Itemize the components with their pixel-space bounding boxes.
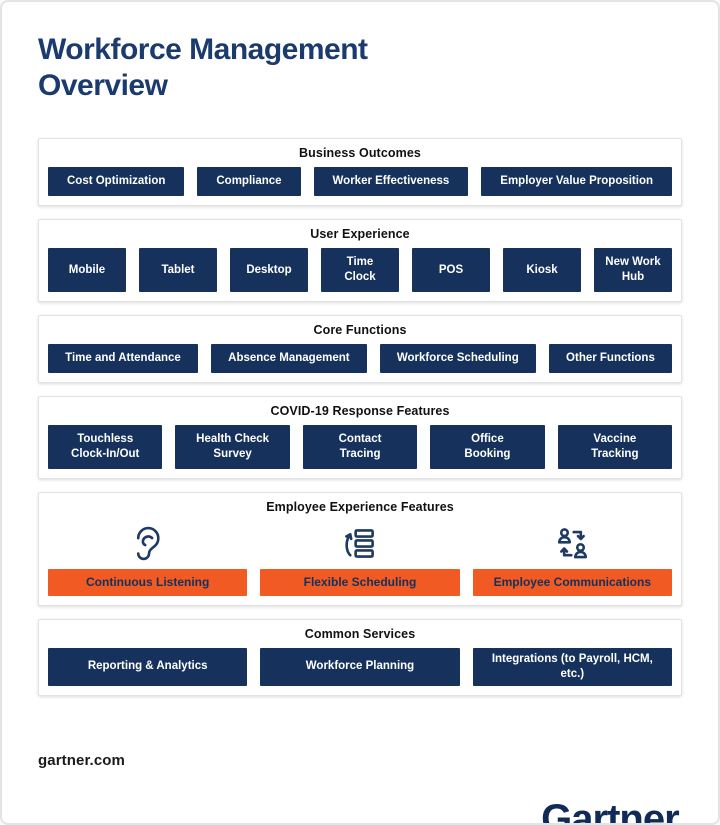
chip-worker-effectiveness: Worker Effectiveness [313,167,469,196]
section-title: Core Functions [313,323,407,337]
chip-contact-tracing: Contact Tracing [302,425,418,469]
chip-employer-value-proposition: Employer Value Proposition [481,167,673,196]
gartner-logo: Gartner. [541,799,682,823]
section-title: User Experience [310,227,410,241]
chip-new-work-hub: New Work Hub [594,248,672,292]
chip-kiosk: Kiosk [503,248,581,292]
chip-row: Time and Attendance Absence Management W… [48,344,673,373]
chip-integrations: Integrations (to Payroll, HCM, etc.) [472,648,672,686]
schedule-rotate-icon [341,522,378,564]
chip-time-clock: Time Clock [321,248,399,292]
chip-employee-communications: Employee Communications [472,569,672,596]
page-title: Workforce Management Overview [38,33,368,102]
section-title: Common Services [304,627,416,641]
chip-compliance: Compliance [197,167,301,196]
sections-container: Business Outcomes Cost Optimization Comp… [38,138,682,696]
chip-tablet: Tablet [139,248,217,292]
chip-absence-management: Absence Management [210,344,367,373]
section-title: COVID-19 Response Features [270,404,450,418]
feature-employee-communications: Employee Communications [472,521,672,596]
chip-workforce-scheduling: Workforce Scheduling [379,344,536,373]
chip-vaccine-tracking: Vaccine Tracking [557,425,673,469]
chip-reporting-analytics: Reporting & Analytics [48,648,248,686]
section-title: Employee Experience Features [266,500,454,514]
chip-pos: POS [412,248,490,292]
chip-cost-optimization: Cost Optimization [48,167,185,196]
chip-mobile: Mobile [48,248,126,292]
legal-notes: Source: Gartner © 2023 Gartner, Inc. All… [38,820,307,823]
section-common-services: Common Services Reporting & Analytics Wo… [38,619,682,696]
source-note: Source: Gartner [38,820,307,823]
chip-touchless-clock-in-out: Touchless Clock-In/Out [48,425,163,469]
footer: Source: Gartner © 2023 Gartner, Inc. All… [38,799,682,823]
ear-icon [129,522,166,564]
feature-row: Continuous Listening Flexible Scheduling [48,521,672,596]
section-business-outcomes: Business Outcomes Cost Optimization Comp… [38,138,682,206]
section-employee-experience-features: Employee Experience Features Continuous … [38,492,682,606]
chip-office-booking: Office Booking [430,425,545,469]
section-covid-response-features: COVID-19 Response Features Touchless Clo… [38,396,682,479]
section-title: Business Outcomes [299,146,421,160]
logo-mark: . [679,821,682,823]
chip-continuous-listening: Continuous Listening [48,569,248,596]
section-user-experience: User Experience Mobile Tablet Desktop Ti… [38,219,682,302]
chip-workforce-planning: Workforce Planning [260,648,460,686]
chip-row: Mobile Tablet Desktop Time Clock POS Kio… [48,248,672,292]
feature-continuous-listening: Continuous Listening [48,521,248,596]
gartner-com-text: gartner.com [38,751,125,769]
chip-row: Reporting & Analytics Workforce Planning… [48,648,672,686]
section-core-functions: Core Functions Time and Attendance Absen… [38,315,682,383]
chip-row: Touchless Clock-In/Out Health Check Surv… [48,425,673,469]
chip-time-and-attendance: Time and Attendance [48,344,198,373]
chip-row: Cost Optimization Compliance Worker Effe… [48,167,673,196]
chip-desktop: Desktop [230,248,308,292]
chip-flexible-scheduling: Flexible Scheduling [260,569,460,596]
chip-other-functions: Other Functions [548,344,673,373]
feature-flexible-scheduling: Flexible Scheduling [260,521,460,596]
people-exchange-icon [554,522,591,564]
chip-health-check-survey: Health Check Survey [175,425,290,469]
